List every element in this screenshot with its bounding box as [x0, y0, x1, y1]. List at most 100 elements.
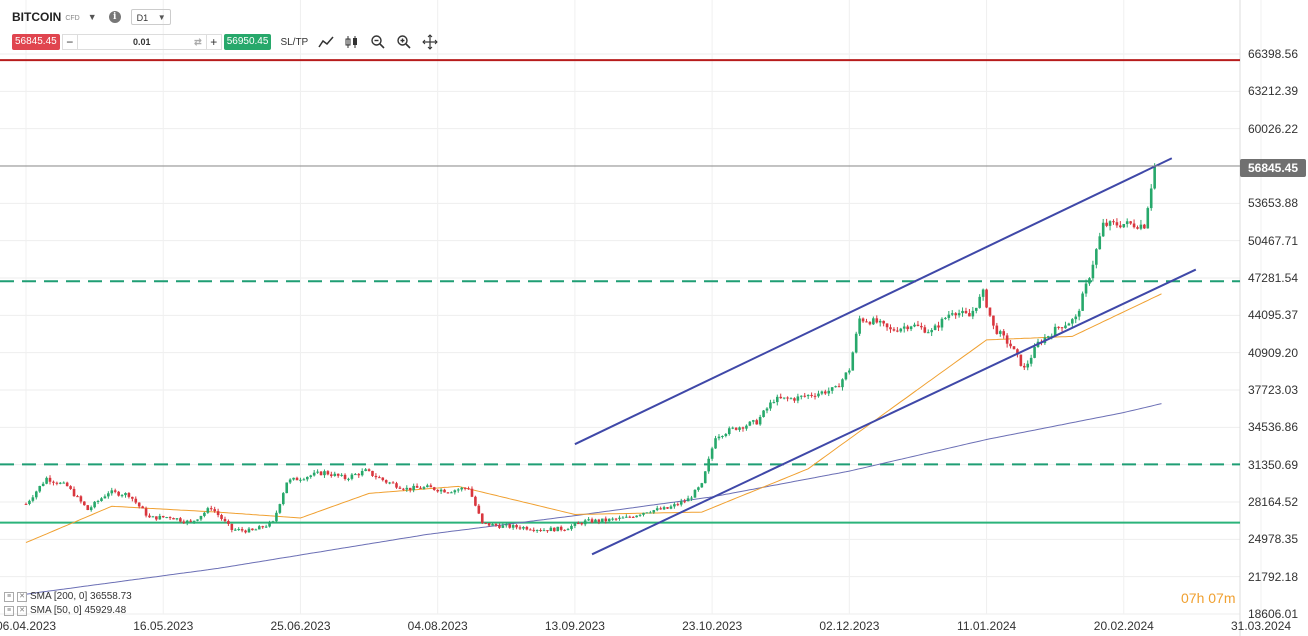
candle-body: [714, 438, 717, 449]
candle-body: [573, 523, 577, 526]
candle-body: [340, 474, 343, 476]
candle-body: [1122, 224, 1126, 228]
candle-body: [487, 523, 491, 526]
price-tick-label: 50467.71: [1247, 233, 1298, 248]
legend-sma200[interactable]: ≡ ✕ SMA [200, 0] 36558.73: [4, 591, 132, 602]
candle-body: [257, 526, 261, 530]
candle-body: [295, 477, 299, 481]
zoom-out-icon[interactable]: [370, 34, 386, 50]
candle-body: [765, 408, 769, 411]
symbol-dropdown-icon[interactable]: ▼: [87, 12, 97, 22]
candle-body: [477, 505, 481, 514]
candle-body: [179, 518, 182, 522]
candles-icon[interactable]: [344, 34, 360, 50]
candle-body: [968, 313, 971, 317]
candle-body: [323, 471, 326, 476]
candle-body: [563, 529, 566, 531]
candle-body: [673, 504, 676, 507]
candle-body: [824, 391, 827, 394]
candle-body: [172, 518, 175, 520]
candle-body: [107, 493, 110, 497]
visibility-icon[interactable]: ≡: [4, 591, 14, 602]
candle-body: [988, 307, 992, 316]
price-tick-label: 28164.52: [1247, 495, 1298, 509]
candle-body: [299, 479, 302, 481]
candle-body: [590, 519, 594, 523]
candle-body: [1132, 223, 1136, 228]
candle-body: [415, 485, 419, 488]
candle-body: [1050, 335, 1054, 337]
candle-body: [885, 323, 889, 328]
candle-body: [1033, 347, 1036, 358]
trade-row: 56845.45 − 0.01 ⇄ + 56950.45 SL/TP: [0, 33, 438, 51]
candle-body: [1071, 319, 1074, 324]
candle-body: [86, 505, 90, 511]
candle-body: [1081, 293, 1084, 311]
line-chart-icon[interactable]: [318, 34, 334, 50]
candle-body: [76, 496, 79, 498]
date-tick-label: 16.05.2023: [133, 619, 194, 633]
sell-button[interactable]: 56845.45: [12, 34, 60, 50]
price-tick-label: 24978.35: [1247, 532, 1298, 547]
candle-body: [923, 327, 927, 333]
candle-body: [168, 517, 172, 519]
candle-body: [1009, 343, 1012, 347]
candle-body: [422, 487, 426, 489]
candle-body: [357, 474, 361, 476]
candle-body: [998, 331, 1002, 334]
candle-body: [762, 410, 765, 417]
timeframe-select[interactable]: D1 ▼: [130, 9, 171, 25]
candle-body: [724, 433, 728, 437]
close-icon[interactable]: ✕: [17, 591, 27, 602]
quantity-stepper: − 0.01 ⇄ +: [61, 34, 222, 50]
buy-button[interactable]: 56950.45: [223, 34, 272, 50]
candle-body: [830, 387, 834, 391]
candle-body: [920, 325, 923, 328]
quantity-input[interactable]: 0.01 ⇄: [76, 35, 207, 49]
symbol-name[interactable]: BITCOIN: [12, 10, 62, 24]
candle-body: [528, 529, 532, 531]
candle-body: [504, 524, 508, 526]
candle-body: [1153, 165, 1156, 189]
sltp-button[interactable]: SL/TP: [280, 36, 309, 48]
candle-body: [909, 326, 913, 330]
candle-body: [738, 427, 741, 430]
price-channel: [574, 157, 1197, 556]
candle-body: [1095, 249, 1098, 265]
candle-body: [556, 526, 560, 532]
increase-button[interactable]: +: [210, 35, 218, 49]
candle-body: [940, 318, 944, 328]
candle-body: [525, 526, 529, 530]
candle-body: [954, 313, 957, 316]
candle-body: [429, 485, 433, 488]
crosshair-icon[interactable]: [422, 34, 438, 50]
candle-body: [419, 487, 422, 489]
date-tick-label: 02.12.2023: [819, 619, 880, 633]
info-icon[interactable]: i: [108, 11, 121, 23]
candle-body: [532, 529, 536, 531]
candle-body: [460, 487, 463, 490]
candle-body: [1098, 236, 1102, 250]
date-tick-label: 04.08.2023: [407, 619, 468, 633]
candle-body: [1077, 310, 1081, 317]
candle-body: [155, 516, 158, 520]
candle-body: [96, 501, 100, 503]
candle-body: [793, 398, 796, 401]
candle-body: [196, 519, 199, 521]
zoom-in-icon[interactable]: [396, 34, 412, 50]
legend-sma50[interactable]: ≡ ✕ SMA [50, 0] 45929.48: [4, 605, 126, 616]
cycle-icon[interactable]: ⇄: [194, 37, 202, 47]
visibility-icon[interactable]: ≡: [4, 605, 14, 616]
candle-body: [916, 324, 920, 326]
candle-body: [772, 402, 776, 404]
candle-body: [542, 530, 546, 532]
candle-body: [666, 507, 669, 509]
candle-body: [992, 315, 995, 326]
date-tick-label: 06.04.2023: [0, 619, 57, 633]
decrease-button[interactable]: −: [66, 35, 74, 49]
close-icon[interactable]: ✕: [17, 605, 27, 616]
candle-body: [113, 490, 117, 492]
candle-body: [134, 498, 138, 503]
candle-body: [1016, 349, 1019, 355]
